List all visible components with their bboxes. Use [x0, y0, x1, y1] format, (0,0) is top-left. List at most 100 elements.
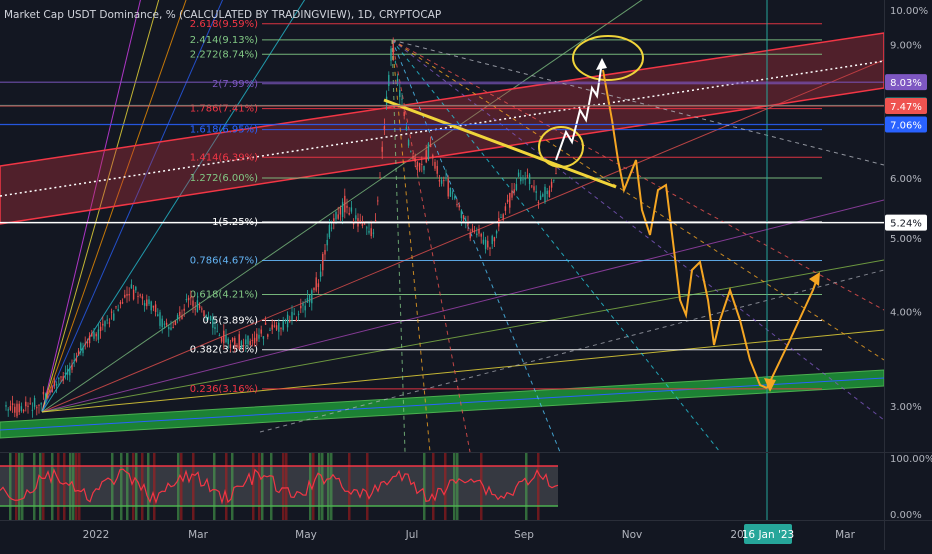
- fib-label-0.618: 0.618(4.21%): [190, 290, 258, 301]
- osc-bar: [444, 453, 447, 520]
- osc-bar: [366, 453, 369, 520]
- candle-body: [383, 126, 386, 131]
- candle-body: [130, 284, 133, 289]
- target-ellipse: [572, 35, 644, 81]
- oscillator-bars: [9, 453, 540, 520]
- candle-body: [203, 310, 205, 317]
- price-axis[interactable]: 10.00% 9.00% 6.00% 5.00% 4.00% 3.00%: [890, 6, 928, 413]
- candle-body: [473, 230, 476, 232]
- osc-bar: [192, 453, 195, 520]
- candle-body: [183, 308, 185, 311]
- candle-body: [36, 407, 38, 409]
- candle-body: [258, 334, 260, 339]
- candle-body: [240, 341, 243, 349]
- price-tick-2: 6.00%: [890, 174, 922, 185]
- osc-bar: [423, 453, 426, 520]
- candle-body: [344, 195, 346, 213]
- fan-line-0: [41, 0, 187, 413]
- candle-body: [77, 350, 80, 356]
- candle-body: [176, 315, 179, 320]
- candle-body: [62, 376, 64, 381]
- candle-body: [392, 43, 394, 56]
- osc-bar: [285, 453, 288, 520]
- fan-line-6: [41, 59, 884, 413]
- candle-body: [157, 314, 159, 317]
- osc-bar: [525, 453, 528, 520]
- candle-body: [126, 294, 128, 296]
- fan-line-5: [41, 0, 643, 413]
- candle-body: [135, 286, 137, 291]
- candle-body: [394, 61, 397, 63]
- candle-body: [506, 199, 509, 203]
- candle-body: [443, 180, 445, 182]
- candle-body: [55, 383, 58, 386]
- osc-bar: [453, 453, 456, 520]
- candle-body: [396, 78, 399, 82]
- candle-body: [403, 111, 405, 117]
- candle-body: [377, 200, 379, 202]
- osc-bar: [75, 453, 78, 520]
- candle-body: [348, 212, 350, 215]
- candle-body: [73, 360, 75, 362]
- candle-body: [335, 211, 337, 220]
- candle-body: [520, 177, 522, 182]
- candle-body: [117, 308, 119, 312]
- candle-body: [454, 196, 456, 199]
- fan-line-9: [41, 329, 884, 413]
- time-axis[interactable]: 2022 Mar May Jul Sep Nov 20 Mar: [83, 529, 856, 541]
- time-tick-5: Nov: [622, 529, 643, 541]
- candle-body: [487, 240, 489, 248]
- chart-title: Market Cap USDT Dominance, % (CALCULATED…: [4, 9, 442, 21]
- candle-body: [416, 161, 419, 167]
- price-label-box-4: [885, 214, 927, 231]
- candle-body: [361, 223, 364, 226]
- fib-label-1.618: 1.618(6.95%): [190, 125, 258, 136]
- fan-line-8: [41, 259, 884, 413]
- candle-body: [293, 313, 295, 315]
- candle-body: [302, 303, 304, 306]
- candle-body: [267, 334, 269, 337]
- candle-body: [315, 277, 317, 291]
- candle-body: [533, 186, 535, 191]
- candle-body: [42, 391, 45, 395]
- osc-bar: [120, 453, 123, 520]
- osc-bar: [330, 453, 333, 520]
- candle-body: [313, 287, 315, 291]
- candle-body: [22, 409, 25, 412]
- candle-body: [216, 331, 218, 333]
- candle-body: [311, 290, 313, 304]
- peak-fan: [259, 39, 884, 452]
- candle-body: [66, 368, 69, 375]
- candle-body: [60, 376, 62, 378]
- candle-body: [223, 330, 225, 344]
- osc-bar: [111, 453, 114, 520]
- candle-body: [359, 220, 361, 222]
- price-tick-3: 5.00%: [890, 234, 922, 245]
- candle-body: [427, 143, 430, 160]
- candle-body: [462, 215, 465, 219]
- candle-body: [495, 231, 498, 234]
- recovery-arrowhead: [809, 272, 820, 286]
- candle-body: [82, 347, 84, 354]
- candle-body: [27, 405, 29, 407]
- candle-body: [460, 210, 463, 219]
- candle-body: [531, 185, 533, 187]
- osc-bar: [213, 453, 216, 520]
- price-labels: 8.03%7.48%7.47%7.06%5.24%: [0, 74, 927, 231]
- fan-line-7: [41, 199, 884, 413]
- candle-body: [20, 406, 23, 411]
- peak-fan-line-6: [391, 39, 471, 452]
- candle-body: [511, 190, 513, 198]
- candle-body: [432, 155, 434, 159]
- peak-fan-line-2: [391, 39, 884, 361]
- time-tick-3: Jul: [405, 529, 419, 541]
- osc-bar: [270, 453, 273, 520]
- candle-body: [326, 239, 328, 246]
- candle-body: [25, 401, 27, 407]
- osc-bar: [42, 453, 45, 520]
- candle-body: [544, 186, 546, 203]
- candle-body: [190, 297, 192, 299]
- candle-body: [91, 333, 93, 337]
